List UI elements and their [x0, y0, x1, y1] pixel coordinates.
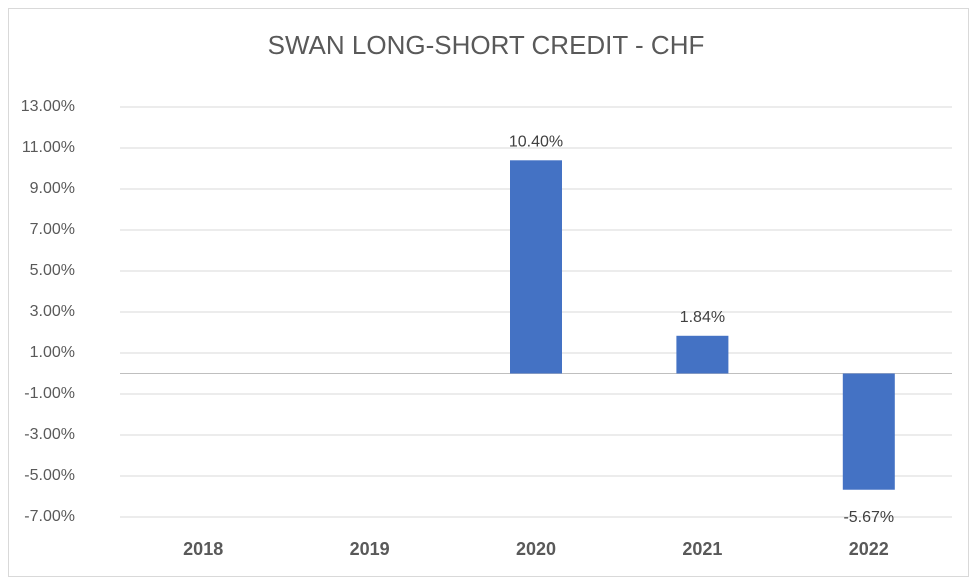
y-tick-label: 5.00%: [30, 262, 75, 279]
chart-border: [8, 8, 969, 577]
chart-title: SWAN LONG-SHORT CREDIT - CHF: [268, 30, 705, 60]
y-tick-label: 9.00%: [30, 180, 75, 197]
data-label: 1.84%: [680, 309, 725, 326]
y-tick-label: -5.00%: [24, 467, 75, 484]
x-tick-label: 2020: [516, 539, 556, 559]
data-label: -5.67%: [843, 509, 894, 526]
y-tick-label: -3.00%: [24, 426, 75, 443]
x-tick-label: 2018: [183, 539, 223, 559]
x-tick-label: 2021: [682, 539, 722, 559]
data-label: 10.40%: [509, 134, 563, 151]
y-tick-label: 3.00%: [30, 303, 75, 320]
y-tick-label: -1.00%: [24, 385, 75, 402]
x-tick-label: 2019: [350, 539, 390, 559]
y-tick-label: -7.00%: [24, 508, 75, 525]
bar: [510, 160, 562, 374]
y-tick-label: 1.00%: [30, 344, 75, 361]
y-tick-label: 11.00%: [22, 139, 75, 156]
y-tick-label: 13.00%: [21, 98, 75, 115]
x-tick-label: 2022: [849, 539, 889, 559]
bar: [842, 373, 895, 490]
bar: [676, 335, 729, 374]
y-tick-label: 7.00%: [30, 221, 75, 238]
